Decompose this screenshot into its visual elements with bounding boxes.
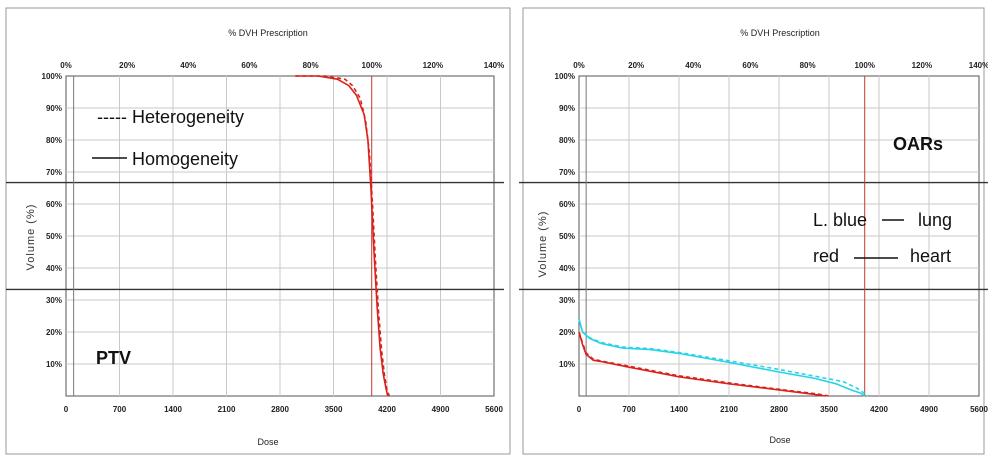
right-y-tick-label: 20% [559, 328, 575, 337]
right-top-tick-label: 0% [573, 61, 585, 70]
left-x-ticks: 0 700 1400 2100 2800 3500 4200 4900 5600 [64, 405, 504, 414]
right-y-axis-title: Volume (%) [537, 211, 549, 278]
right-y-tick-label: 10% [559, 360, 575, 369]
left-y-tick-label: 70% [46, 168, 62, 177]
right-y-tick-label: 50% [559, 232, 575, 241]
right-y-tick-label: 40% [559, 264, 575, 273]
left-x-tick-label: 4900 [432, 405, 450, 414]
ptv-label: PTV [96, 348, 131, 368]
right-top-tick-label: 80% [800, 61, 816, 70]
right-y-tick-label: 80% [559, 136, 575, 145]
right-legend: L. blue lung red heart [813, 210, 952, 266]
right-series-heart-dashed [578, 331, 830, 397]
left-y-tick-label: 60% [46, 200, 62, 209]
left-y-tick-label: 20% [46, 328, 62, 337]
right-top-ticks: 0% 20% 40% 60% 80% 100% 120% 140% [573, 61, 988, 70]
right-x-tick-label: 2800 [770, 405, 788, 414]
left-y-tick-label: 90% [46, 104, 62, 113]
left-x-tick-label: 2100 [218, 405, 236, 414]
lung-legend-structure-label: lung [918, 210, 952, 230]
left-x-tick-label: 700 [113, 405, 127, 414]
left-top-axis-title: % DVH Prescription [228, 28, 308, 38]
left-y-ticks: 10% 20% 30% 40% 50% 60% 70% 80% 90% 100% [42, 72, 62, 369]
right-y-tick-label: 30% [559, 296, 575, 305]
right-y-ticks: 10% 20% 30% 40% 50% 60% 70% 80% 90% 100% [555, 72, 575, 369]
right-reference-lines [519, 76, 988, 396]
right-top-tick-label: 20% [628, 61, 644, 70]
left-top-tick-label: 40% [180, 61, 196, 70]
right-x-tick-label: 3500 [820, 405, 838, 414]
right-x-tick-label: 1400 [670, 405, 688, 414]
left-reference-lines [6, 76, 504, 396]
right-x-tick-label: 700 [622, 405, 636, 414]
right-top-axis-title: % DVH Prescription [740, 28, 820, 38]
left-x-tick-label: 4200 [378, 405, 396, 414]
left-y-tick-label: 10% [46, 360, 62, 369]
right-y-tick-label: 90% [559, 104, 575, 113]
right-top-tick-label: 100% [854, 61, 874, 70]
left-gridlines [66, 76, 494, 396]
left-y-tick-label: 40% [46, 264, 62, 273]
right-series [578, 318, 869, 397]
left-y-tick-label: 30% [46, 296, 62, 305]
left-top-tick-label: 140% [484, 61, 504, 70]
right-gridlines [579, 76, 979, 396]
left-top-tick-label: 20% [119, 61, 135, 70]
left-top-tick-label: 60% [241, 61, 257, 70]
right-top-tick-label: 120% [912, 61, 932, 70]
left-x-tick-label: 2800 [271, 405, 289, 414]
heterogeneity-legend-label: ----- Heterogeneity [97, 107, 244, 127]
right-y-tick-label: 70% [559, 168, 575, 177]
right-x-axis-title: Dose [769, 435, 790, 445]
left-top-tick-label: 0% [60, 61, 72, 70]
left-y-tick-label: 50% [46, 232, 62, 241]
lung-legend-color-label: L. blue [813, 210, 867, 230]
left-top-tick-label: 120% [423, 61, 443, 70]
left-x-tick-label: 1400 [164, 405, 182, 414]
heart-legend-color-label: red [813, 246, 839, 266]
right-chart-panel: % DVH Prescription Dose Volume (%) 0 700 1… [519, 7, 988, 455]
left-y-tick-label: 80% [46, 136, 62, 145]
left-legend: ----- Heterogeneity Homogeneity [92, 107, 244, 169]
right-x-tick-label: 0 [577, 405, 582, 414]
left-y-tick-label: 100% [42, 72, 62, 81]
left-chart-panel: % DVH Prescription Dose Volume (%) 0 700 1… [5, 7, 511, 455]
left-top-ticks: 0% 20% 40% 60% 80% 100% 120% 140% [60, 61, 504, 70]
right-x-tick-label: 4200 [870, 405, 888, 414]
right-x-tick-label: 5600 [970, 405, 988, 414]
right-series-lung-dashed [578, 318, 869, 397]
homogeneity-legend-label: Homogeneity [132, 149, 238, 169]
left-series [295, 75, 391, 397]
left-x-axis-title: Dose [257, 437, 278, 447]
right-y-tick-label: 100% [555, 72, 575, 81]
right-x-ticks: 0 700 1400 2100 2800 3500 4200 4900 5600 [577, 405, 988, 414]
left-x-tick-label: 0 [64, 405, 69, 414]
right-y-tick-label: 60% [559, 200, 575, 209]
left-x-tick-label: 3500 [325, 405, 343, 414]
left-y-axis-title: Volume (%) [25, 204, 37, 271]
left-x-tick-label: 5600 [485, 405, 503, 414]
left-top-tick-label: 80% [303, 61, 319, 70]
right-top-tick-label: 40% [685, 61, 701, 70]
right-top-tick-label: 140% [969, 61, 988, 70]
right-x-tick-label: 2100 [720, 405, 738, 414]
heart-legend-structure-label: heart [910, 246, 951, 266]
left-series-heterogeneity-dashed [295, 75, 391, 397]
right-x-tick-label: 4900 [920, 405, 938, 414]
left-top-tick-label: 100% [361, 61, 381, 70]
right-top-tick-label: 60% [742, 61, 758, 70]
oars-label: OARs [893, 134, 943, 154]
